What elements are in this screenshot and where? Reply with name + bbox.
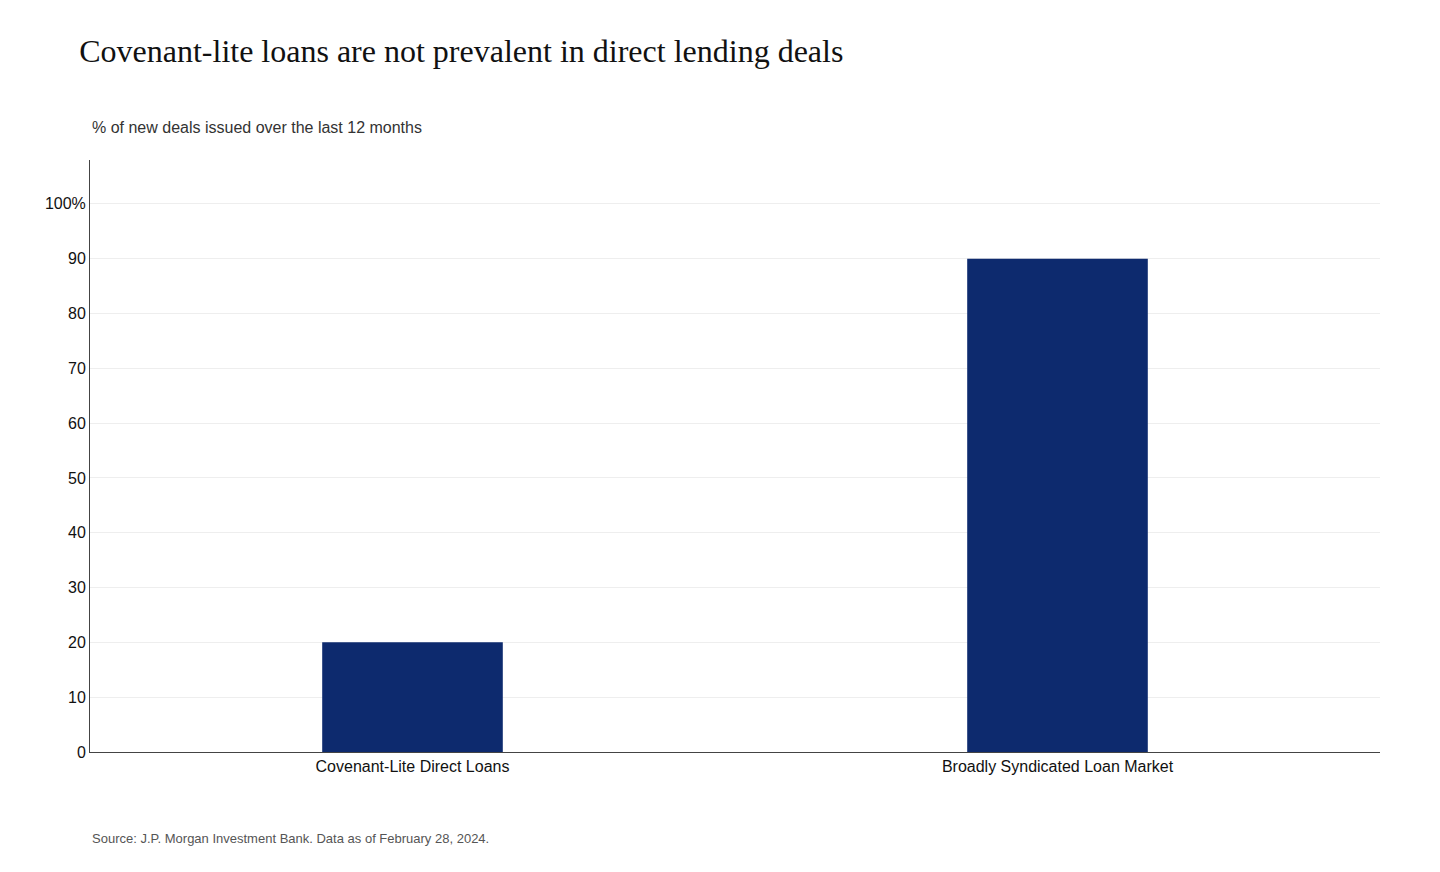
svg-text:Covenant-lite loans are not pr: Covenant-lite loans are not prevalent in…: [79, 33, 843, 69]
svg-text:70: 70: [68, 360, 86, 377]
svg-text:Broadly Syndicated Loan Market: Broadly Syndicated Loan Market: [942, 758, 1174, 775]
svg-text:20: 20: [68, 634, 86, 651]
svg-text:90: 90: [68, 250, 86, 267]
svg-text:80: 80: [68, 305, 86, 322]
svg-text:Covenant-Lite Direct Loans: Covenant-Lite Direct Loans: [316, 758, 510, 775]
svg-text:% of new deals issued over the: % of new deals issued over the last 12 m…: [92, 119, 422, 136]
svg-text:10: 10: [68, 689, 86, 706]
svg-text:50: 50: [68, 470, 86, 487]
svg-text:0: 0: [77, 744, 86, 761]
svg-text:Source: J.P. Morgan Investment: Source: J.P. Morgan Investment Bank. Dat…: [92, 831, 489, 846]
svg-text:30: 30: [68, 579, 86, 596]
svg-text:100%: 100%: [45, 195, 86, 212]
svg-text:40: 40: [68, 524, 86, 541]
svg-text:60: 60: [68, 415, 86, 432]
